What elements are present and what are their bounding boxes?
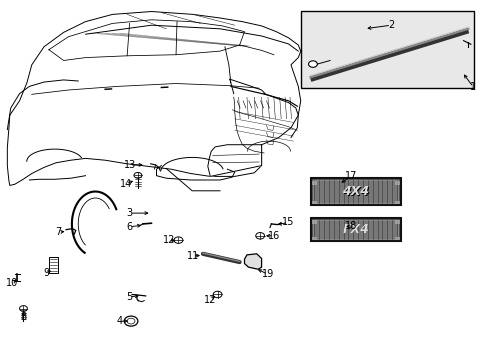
Circle shape	[20, 306, 27, 311]
Bar	[394, 181, 398, 184]
Text: FX4: FX4	[342, 223, 368, 236]
Circle shape	[134, 172, 142, 178]
Text: 9: 9	[43, 268, 49, 278]
Text: 12: 12	[203, 294, 216, 305]
Text: 14: 14	[120, 179, 132, 189]
Circle shape	[124, 316, 138, 326]
Bar	[394, 201, 398, 203]
Circle shape	[174, 237, 183, 243]
Bar	[394, 220, 398, 223]
Text: 19: 19	[261, 269, 274, 279]
Text: 4X4: 4X4	[342, 185, 369, 199]
Text: 17: 17	[344, 171, 357, 181]
Bar	[311, 181, 315, 184]
Text: 1: 1	[469, 82, 475, 92]
Bar	[310, 218, 400, 241]
Text: 12: 12	[162, 235, 175, 246]
Bar	[313, 180, 397, 203]
Bar	[311, 237, 315, 239]
Text: 11: 11	[186, 251, 199, 261]
Text: 7: 7	[56, 227, 61, 237]
Text: 10: 10	[6, 278, 19, 288]
Circle shape	[308, 61, 317, 67]
Polygon shape	[207, 145, 261, 176]
Text: 4: 4	[117, 316, 122, 326]
Polygon shape	[49, 20, 244, 60]
Text: 3: 3	[126, 208, 132, 218]
Bar	[313, 220, 397, 239]
Text: FX4: FX4	[342, 223, 369, 237]
Text: 13: 13	[123, 160, 136, 170]
Text: 8: 8	[20, 312, 26, 322]
Text: 5: 5	[126, 292, 132, 302]
Bar	[311, 201, 315, 203]
Bar	[310, 178, 400, 205]
Polygon shape	[244, 254, 261, 269]
Circle shape	[213, 291, 222, 298]
Text: 18: 18	[344, 221, 357, 231]
Circle shape	[255, 233, 264, 239]
Text: 15: 15	[282, 217, 294, 228]
Bar	[394, 237, 398, 239]
Text: 16: 16	[267, 231, 280, 241]
Text: 6: 6	[126, 222, 132, 232]
Polygon shape	[7, 12, 300, 185]
Bar	[311, 220, 315, 223]
FancyBboxPatch shape	[300, 11, 473, 88]
Text: 4X4: 4X4	[342, 185, 368, 198]
Text: 2: 2	[387, 20, 393, 30]
